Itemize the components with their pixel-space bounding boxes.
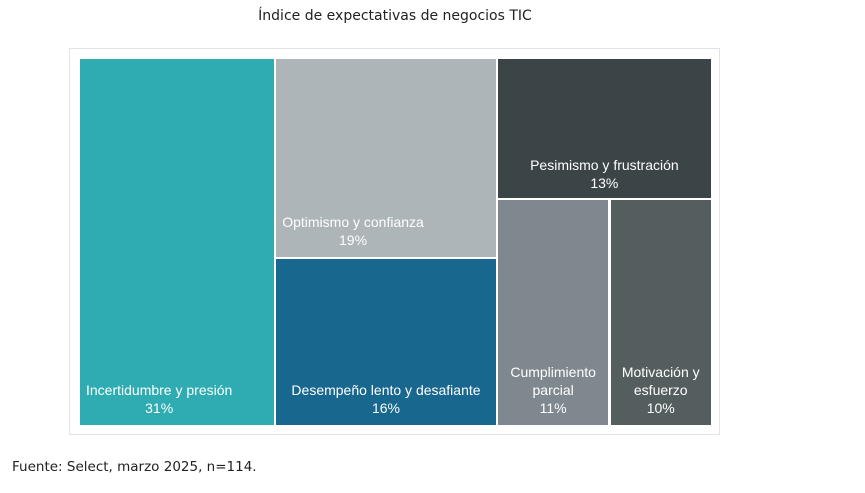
tile-name: Incertidumbre y presión (86, 382, 233, 398)
tile-value: 31% (145, 400, 174, 416)
tile-cumplimiento: Cumplimiento parcial 11% (496, 198, 610, 426)
tile-optimismo: Optimismo y confianza 19% (275, 58, 497, 258)
tile-desempeno: Desempeño lento y desafiante 16% (275, 257, 497, 426)
tile-motivacion: Motivación y esfuerzo 10% (609, 198, 712, 426)
tile-name: Cumplimiento parcial (510, 363, 596, 398)
tile-value: 19% (339, 231, 368, 248)
tile-label: Incertidumbre y presión 31% (86, 381, 232, 417)
tile-name: Desempeño lento y desafiante (291, 381, 481, 398)
tile-pesimismo: Pesimismo y frustración 13% (496, 58, 712, 199)
source-note: Fuente: Select, marzo 2025, n=114. (12, 459, 257, 475)
tile-name: Motivación y esfuerzo (621, 363, 700, 398)
tile-name: Pesimismo y frustración (530, 156, 679, 173)
tile-name: Optimismo y confianza (282, 213, 424, 230)
tile-label: Optimismo y confianza 19% (282, 213, 424, 249)
tile-value: 13% (590, 174, 619, 191)
tile-label: Pesimismo y frustración 13% (498, 156, 711, 192)
tile-value: 10% (646, 399, 675, 416)
tile-incertidumbre: Incertidumbre y presión 31% (79, 58, 276, 426)
tile-label: Desempeño lento y desafiante 16% (276, 381, 496, 417)
treemap-plot: Incertidumbre y presión 31% Optimismo y … (79, 58, 712, 426)
tile-value: 16% (371, 399, 400, 416)
tile-value: 11% (539, 399, 567, 416)
tile-label: Cumplimiento parcial 11% (502, 363, 605, 417)
chart-title: Índice de expectativas de negocios TIC (258, 8, 532, 24)
tile-label: Motivación y esfuerzo 10% (615, 363, 707, 417)
